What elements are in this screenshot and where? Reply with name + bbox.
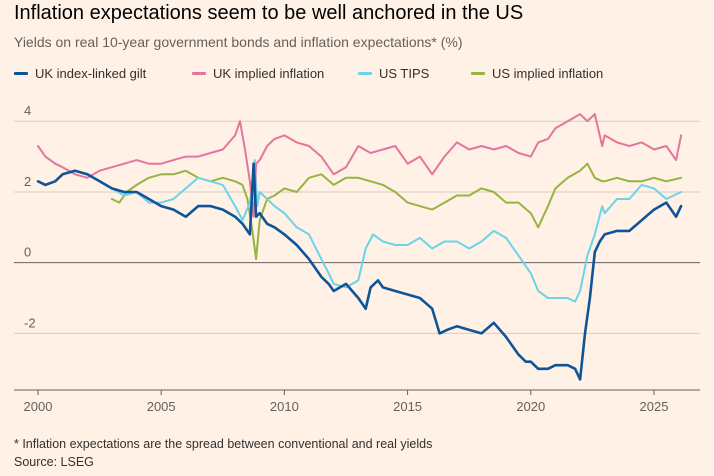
x-tick-label-2010: 2010 [270, 399, 299, 414]
series-us-tips [110, 159, 683, 303]
legend-label-us-tips: US TIPS [379, 66, 430, 81]
x-tick-label-2020: 2020 [516, 399, 545, 414]
series-uk-implied-inflation [37, 113, 683, 218]
legend-swatch-us-tips [358, 72, 372, 75]
legend-item-uk-gilt: UK index-linked gilt [14, 66, 146, 81]
source-note: Source: LSEG [14, 455, 94, 469]
legend-swatch-uk-gilt [14, 72, 28, 75]
legend-item-us-tips: US TIPS [358, 66, 429, 81]
legend-label-uk-gilt: UK index-linked gilt [35, 66, 147, 81]
y-tick-label--2: -2 [24, 315, 36, 330]
legend-label-uk-inflation: UK implied inflation [213, 66, 325, 81]
legend-item-us-inflation: US implied inflation [471, 66, 603, 81]
legend-label-us-inflation: US implied inflation [492, 66, 604, 81]
legend-swatch-us-inflation [471, 72, 485, 75]
footnote: * Inflation expectations are the spread … [14, 437, 433, 451]
y-tick-label-0: 0 [24, 245, 31, 260]
legend-swatch-uk-inflation [192, 72, 206, 75]
chart-title: Inflation expectations seem to be well a… [14, 2, 524, 24]
x-tick-label-2005: 2005 [147, 399, 176, 414]
x-tick-label-2000: 2000 [24, 399, 53, 414]
x-tick-label-2025: 2025 [640, 399, 669, 414]
chart-subtitle: Yields on real 10-year government bonds … [14, 34, 463, 50]
y-tick-label-2: 2 [24, 174, 31, 189]
series-uk-index-linked-gilt [36, 162, 683, 381]
legend-item-uk-inflation: UK implied inflation [192, 66, 324, 81]
x-tick-label-2015: 2015 [393, 399, 422, 414]
y-tick-label-4: 4 [24, 103, 31, 118]
